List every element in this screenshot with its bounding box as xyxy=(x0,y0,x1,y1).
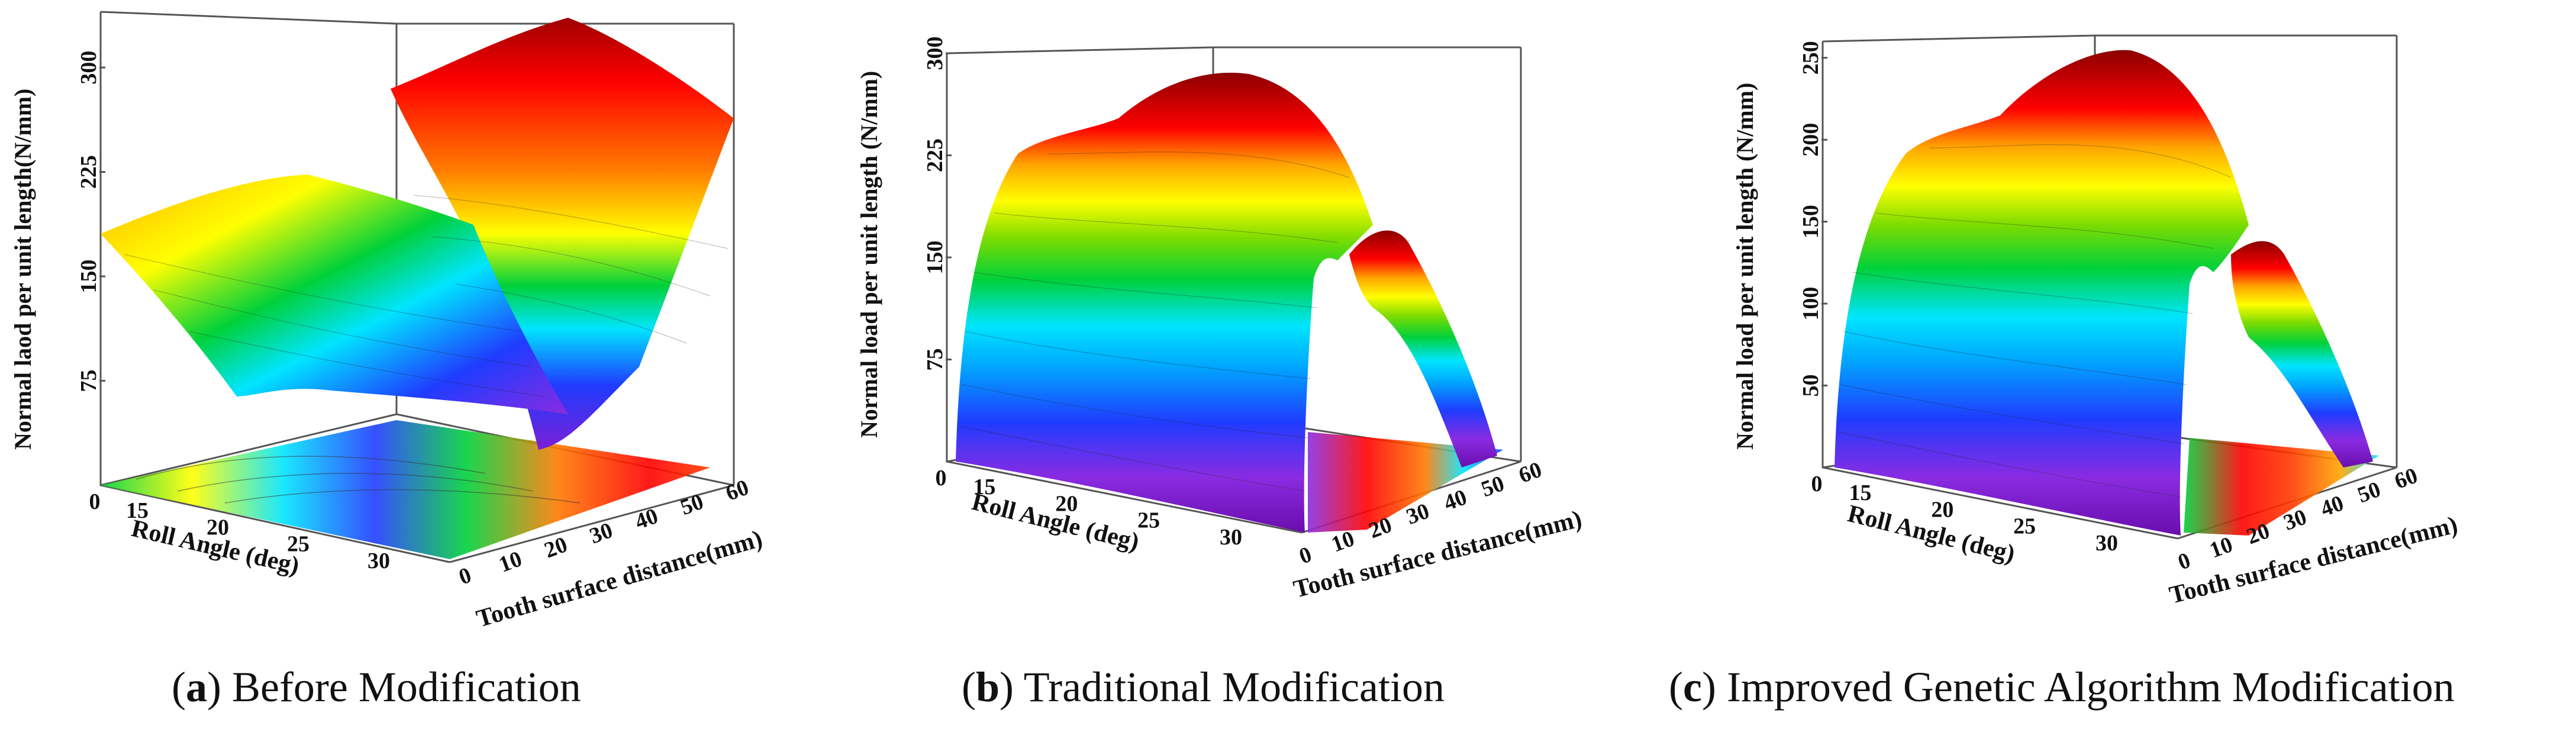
caption-title-b: Traditional Modification xyxy=(1023,663,1445,711)
floor-contour-c xyxy=(2184,438,2379,536)
caption-a: (a) Before Modification xyxy=(172,663,581,711)
y-tick-label: 10 xyxy=(2206,532,2236,563)
x-tick-label: 0 xyxy=(936,466,947,491)
z-tick-label: 75 xyxy=(76,370,101,392)
z-tick-label: 225 xyxy=(76,155,101,189)
z-tick-label: 300 xyxy=(76,51,101,85)
caption-title-a: Before Modification xyxy=(231,663,581,711)
x-tick-label: 30 xyxy=(1220,525,1242,550)
x-tick-label: 0 xyxy=(89,489,101,514)
y-tick-label: 40 xyxy=(1440,485,1470,515)
x-tick-label: 20 xyxy=(207,515,229,540)
surface-back-c xyxy=(2231,241,2373,467)
y-axis-label-a: Tooth surface distance(mm) xyxy=(473,525,765,633)
surface-arch-b xyxy=(956,72,1373,533)
y-tick-label: 50 xyxy=(2354,477,2384,508)
x-tick-label: 15 xyxy=(1849,480,1872,505)
x-tick-label: 25 xyxy=(2013,514,2036,539)
y-tick-label: 60 xyxy=(723,475,752,505)
x-tick-label: 15 xyxy=(126,498,149,523)
caption-letter-a: a xyxy=(185,663,207,711)
z-tick-label: 200 xyxy=(1798,123,1823,157)
y-tick-label: 0 xyxy=(1296,542,1315,569)
z-tick-label: 100 xyxy=(1798,287,1823,321)
z-tick-label: 150 xyxy=(923,241,947,275)
x-tick-label: 20 xyxy=(1931,497,1953,522)
z-axis-label-b: Normal load per unit length (N/mm) xyxy=(856,71,882,438)
x-tick-label: 15 xyxy=(973,475,996,499)
z-tick-label: 250 xyxy=(1798,41,1823,75)
caption-letter-b: b xyxy=(975,663,1000,711)
y-tick-label: 30 xyxy=(586,518,616,549)
z-tick-label: 150 xyxy=(1798,205,1823,238)
surface-back-b xyxy=(1349,230,1497,467)
surface-plateau-a xyxy=(101,175,568,414)
z-axis-label-c: Normal load per unit length (N/mm) xyxy=(1732,83,1758,450)
y-tick-label: 40 xyxy=(632,504,662,534)
z-tick-label: 225 xyxy=(923,138,947,172)
x-tick-label: 25 xyxy=(1137,508,1160,533)
y-tick-label: 0 xyxy=(456,563,475,590)
caption-letter-c: c xyxy=(1682,663,1702,711)
caption-title-c: Improved Genetic Algorithm Modification xyxy=(1726,663,2455,711)
surface-ridge-a xyxy=(391,18,734,450)
surface-arch-c xyxy=(1835,50,2249,536)
z-tick-label: 150 xyxy=(76,260,101,294)
z-tick-label: 50 xyxy=(1798,375,1823,397)
caption-c: (c) Improved Genetic Algorithm Modificat… xyxy=(1669,663,2455,711)
y-tick-label: 50 xyxy=(1478,471,1508,502)
z-axis-label-a: Normal laod per unit length(N/mm) xyxy=(9,89,36,450)
floor-contour-b xyxy=(1308,432,1503,533)
z-tick-label: 75 xyxy=(923,349,947,371)
x-tick-label: 20 xyxy=(1055,491,1078,516)
y-tick-label: 10 xyxy=(496,546,525,577)
y-tick-label: 40 xyxy=(2317,491,2347,521)
x-tick-label: 25 xyxy=(287,532,309,557)
x-tick-label: 30 xyxy=(2095,531,2118,556)
z-tick-label: 300 xyxy=(923,37,947,70)
x-tick-label: 30 xyxy=(367,549,390,573)
x-tick-label: 0 xyxy=(1811,472,1823,496)
y-tick-label: 0 xyxy=(2175,548,2194,575)
caption-b: (b) Traditional Modification xyxy=(962,663,1445,711)
